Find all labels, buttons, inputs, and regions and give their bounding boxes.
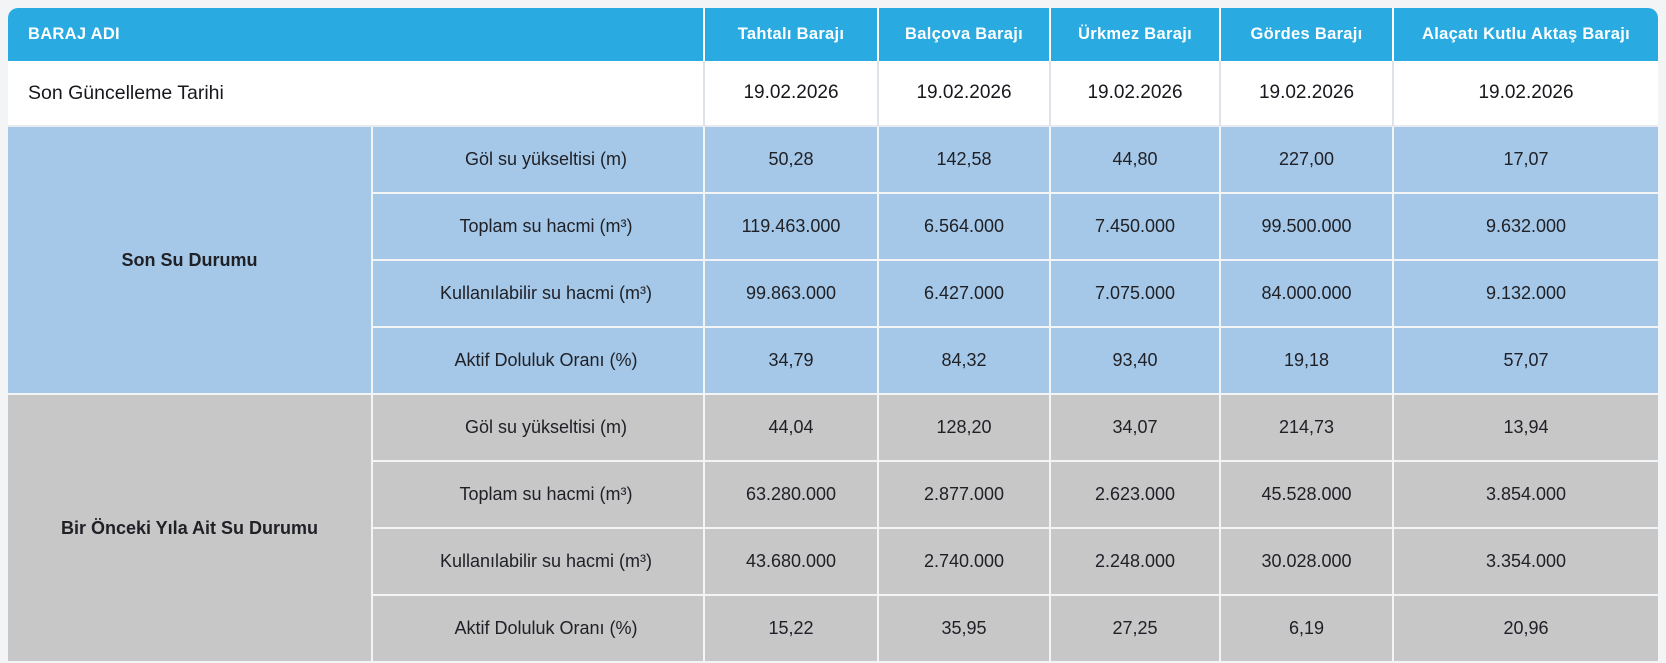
value-cell: 3.854.000 bbox=[1394, 462, 1658, 529]
table-row: Toplam su hacmi (m³) 119.463.000 6.564.0… bbox=[8, 194, 1658, 261]
value-cell: 214,73 bbox=[1221, 395, 1394, 462]
dam-header-balcova: Balçova Barajı bbox=[879, 8, 1051, 61]
row-label: Aktif Doluluk Oranı (%) bbox=[373, 328, 705, 395]
update-date-value: 19.02.2026 bbox=[879, 61, 1051, 127]
value-cell: 2.740.000 bbox=[879, 529, 1051, 596]
header-row: BARAJ ADI Tahtalı Barajı Balçova Barajı … bbox=[8, 8, 1658, 61]
value-cell: 99.863.000 bbox=[705, 261, 879, 328]
baraj-adi-header: BARAJ ADI bbox=[8, 8, 705, 61]
value-cell: 9.632.000 bbox=[1394, 194, 1658, 261]
value-cell: 45.528.000 bbox=[1221, 462, 1394, 529]
value-cell: 2.623.000 bbox=[1051, 462, 1221, 529]
value-cell: 19,18 bbox=[1221, 328, 1394, 395]
update-date-row: Son Güncelleme Tarihi 19.02.2026 19.02.2… bbox=[8, 61, 1658, 127]
row-label: Kullanılabilir su hacmi (m³) bbox=[373, 529, 705, 596]
table-row: Bir Önceki Yıla Ait Su Durumu Göl su yük… bbox=[8, 395, 1658, 663]
value-cell: 35,95 bbox=[879, 596, 1051, 663]
section-title-current: Son Su Durumu bbox=[8, 127, 373, 395]
value-cell: 3.354.000 bbox=[1394, 529, 1658, 596]
table-row: Son Su Durumu Göl su yükseltisi (m) 50,2… bbox=[8, 127, 1658, 395]
dam-header-alacati: Alaçatı Kutlu Aktaş Barajı bbox=[1394, 8, 1658, 61]
update-date-value: 19.02.2026 bbox=[1221, 61, 1394, 127]
value-cell: 6.427.000 bbox=[879, 261, 1051, 328]
row-label: Göl su yükseltisi (m) bbox=[373, 395, 705, 462]
value-cell: 128,20 bbox=[879, 395, 1051, 462]
value-cell: 84.000.000 bbox=[1221, 261, 1394, 328]
value-cell: 2.877.000 bbox=[879, 462, 1051, 529]
value-cell: 13,94 bbox=[1394, 395, 1658, 462]
dam-header-urkmez: Ürkmez Barajı bbox=[1051, 8, 1221, 61]
dam-status-table: BARAJ ADI Tahtalı Barajı Balçova Barajı … bbox=[8, 8, 1658, 663]
value-cell: 227,00 bbox=[1221, 127, 1394, 194]
value-cell: 34,07 bbox=[1051, 395, 1221, 462]
value-cell: 93,40 bbox=[1051, 328, 1221, 395]
row-label: Toplam su hacmi (m³) bbox=[373, 194, 705, 261]
value-cell: 17,07 bbox=[1394, 127, 1658, 194]
value-cell: 50,28 bbox=[705, 127, 879, 194]
dam-header-gordes: Gördes Barajı bbox=[1221, 8, 1394, 61]
value-cell: 63.280.000 bbox=[705, 462, 879, 529]
value-cell: 44,04 bbox=[705, 395, 879, 462]
update-date-value: 19.02.2026 bbox=[705, 61, 879, 127]
value-cell: 30.028.000 bbox=[1221, 529, 1394, 596]
section-title-previous-year: Bir Önceki Yıla Ait Su Durumu bbox=[8, 395, 373, 663]
update-date-value: 19.02.2026 bbox=[1051, 61, 1221, 127]
value-cell: 34,79 bbox=[705, 328, 879, 395]
value-cell: 43.680.000 bbox=[705, 529, 879, 596]
update-date-label: Son Güncelleme Tarihi bbox=[8, 61, 705, 127]
value-cell: 44,80 bbox=[1051, 127, 1221, 194]
value-cell: 9.132.000 bbox=[1394, 261, 1658, 328]
value-cell: 20,96 bbox=[1394, 596, 1658, 663]
value-cell: 2.248.000 bbox=[1051, 529, 1221, 596]
table-row: Kullanılabilir su hacmi (m³) 99.863.000 … bbox=[8, 261, 1658, 328]
update-date-value: 19.02.2026 bbox=[1394, 61, 1658, 127]
value-cell: 27,25 bbox=[1051, 596, 1221, 663]
value-cell: 57,07 bbox=[1394, 328, 1658, 395]
row-label: Göl su yükseltisi (m) bbox=[373, 127, 705, 194]
value-cell: 119.463.000 bbox=[705, 194, 879, 261]
value-cell: 6,19 bbox=[1221, 596, 1394, 663]
row-label: Aktif Doluluk Oranı (%) bbox=[373, 596, 705, 663]
table-row: Aktif Doluluk Oranı (%) 34,79 84,32 93,4… bbox=[8, 328, 1658, 395]
value-cell: 99.500.000 bbox=[1221, 194, 1394, 261]
value-cell: 7.450.000 bbox=[1051, 194, 1221, 261]
row-label: Kullanılabilir su hacmi (m³) bbox=[373, 261, 705, 328]
row-label: Toplam su hacmi (m³) bbox=[373, 462, 705, 529]
value-cell: 7.075.000 bbox=[1051, 261, 1221, 328]
table-row: Kullanılabilir su hacmi (m³) 43.680.000 … bbox=[8, 529, 1658, 596]
value-cell: 6.564.000 bbox=[879, 194, 1051, 261]
value-cell: 84,32 bbox=[879, 328, 1051, 395]
value-cell: 15,22 bbox=[705, 596, 879, 663]
table-row: Toplam su hacmi (m³) 63.280.000 2.877.00… bbox=[8, 462, 1658, 529]
value-cell: 142,58 bbox=[879, 127, 1051, 194]
dam-header-tahtali: Tahtalı Barajı bbox=[705, 8, 879, 61]
